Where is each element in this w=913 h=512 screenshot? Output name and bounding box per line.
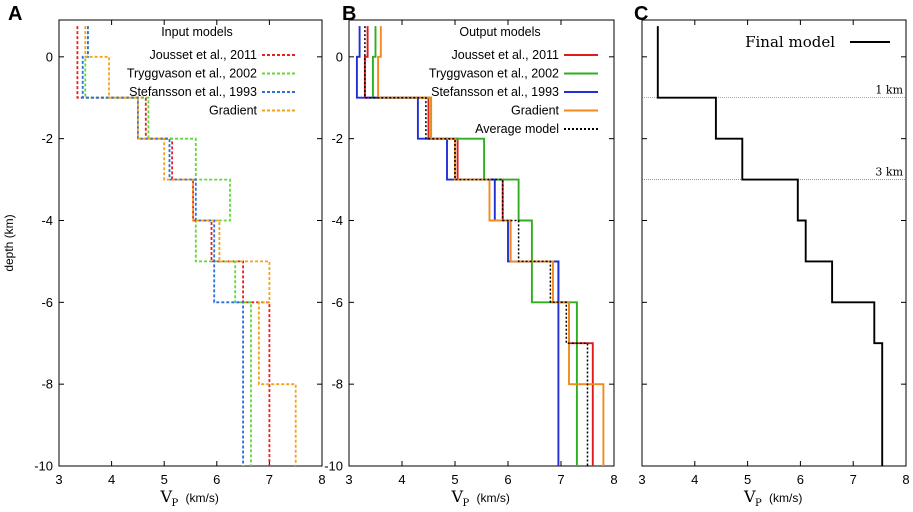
series-line-gradient	[377, 26, 605, 466]
plot-frame	[58, 19, 323, 467]
y-tick-label: -6	[331, 295, 343, 310]
x-axis-label-unit: (km/s)	[186, 491, 219, 505]
y-tick-label: -4	[331, 213, 343, 228]
series-line-gradient	[84, 26, 297, 466]
panel-letter: C	[634, 3, 648, 25]
x-tick-label: 4	[398, 472, 405, 487]
legend-label: Tryggvason et al., 2002	[127, 67, 257, 81]
series-line-tryggvason-et-al-2002	[84, 26, 252, 466]
x-tick-label: 7	[850, 472, 857, 487]
series-line-average-model	[364, 26, 589, 466]
legend-label: Average model	[475, 122, 559, 136]
x-axis-label-sub: P	[172, 498, 179, 509]
y-tick-label: -10	[34, 459, 53, 474]
plot-frame	[348, 19, 615, 467]
x-axis-label: V P (km/s)	[160, 487, 219, 509]
legend-label: Jousset et al., 2011	[452, 48, 560, 62]
legend-label: Gradient	[511, 104, 559, 118]
legend-title: Input models	[161, 25, 233, 39]
x-axis-label-main: V	[160, 487, 173, 506]
x-tick-label: 4	[691, 472, 698, 487]
x-axis-label: V P (km/s)	[451, 487, 510, 509]
legend-label: Tryggvason et al., 2002	[429, 67, 559, 81]
series-line-stefansson-et-al-1993	[81, 26, 245, 466]
x-tick-label: 8	[902, 472, 909, 487]
y-tick-label: 0	[46, 49, 53, 64]
reference-label: 3 km	[875, 166, 903, 179]
y-tick-label: -10	[324, 459, 343, 474]
x-axis-label-sub: P	[463, 498, 470, 509]
x-tick-label: 8	[318, 472, 325, 487]
x-tick-label: 5	[451, 472, 458, 487]
legend-label: Final model	[745, 33, 835, 51]
x-tick-label: 7	[266, 472, 273, 487]
plot-frame	[641, 19, 907, 467]
y-tick-label: -8	[331, 377, 343, 392]
panel-c: C 3 4 5 6 7 8 1 km 3 km Final model V P (km/s)	[634, 3, 910, 509]
y-tick-label: -2	[41, 131, 53, 146]
legend-title: Output models	[459, 25, 540, 39]
series-line-final-model	[656, 26, 884, 466]
x-tick-label: 5	[161, 472, 168, 487]
y-tick-label: -8	[41, 377, 53, 392]
x-axis-label-sub: P	[755, 498, 762, 509]
x-tick-label: 5	[744, 472, 751, 487]
legend-label: Stefansson et al., 1993	[129, 85, 257, 99]
x-tick-label: 3	[638, 472, 645, 487]
x-tick-label: 6	[797, 472, 804, 487]
legend-label: Jousset et al., 2011	[150, 48, 258, 62]
series-line-jousset-et-al-2011	[76, 26, 271, 466]
y-tick-label: -4	[41, 213, 53, 228]
x-axis-label-main: V	[451, 487, 464, 506]
y-axis-label: depth (km)	[2, 214, 16, 271]
panel-a: A 3 4 5 6 7 8 0 -2 -4 -6 -8 -10 Input models Jousset e…	[8, 3, 326, 509]
legend: Input models Jousset et al., 2011 Tryggvas…	[127, 25, 296, 118]
x-tick-label: 4	[108, 472, 115, 487]
y-tick-label: -6	[41, 295, 53, 310]
legend: Final model	[745, 33, 890, 51]
legend: Output models Jousset et al., 2011 Tryggva…	[429, 25, 598, 136]
x-axis-label: V P (km/s)	[743, 487, 802, 509]
reference-label: 1 km	[875, 84, 903, 97]
x-axis-label-main: V	[743, 487, 756, 506]
x-tick-label: 8	[610, 472, 617, 487]
y-tick-label: 0	[336, 49, 343, 64]
y-tick-label: -2	[331, 131, 343, 146]
legend-label: Gradient	[209, 104, 257, 118]
x-tick-label: 7	[557, 472, 564, 487]
legend-label: Stefansson et al., 1993	[431, 85, 559, 99]
x-axis-label-unit: (km/s)	[477, 491, 510, 505]
x-axis-label-unit: (km/s)	[769, 491, 802, 505]
panel-letter: A	[8, 3, 22, 25]
x-tick-label: 3	[55, 472, 62, 487]
x-tick-label: 6	[213, 472, 220, 487]
x-tick-label: 3	[345, 472, 352, 487]
x-tick-label: 6	[504, 472, 511, 487]
